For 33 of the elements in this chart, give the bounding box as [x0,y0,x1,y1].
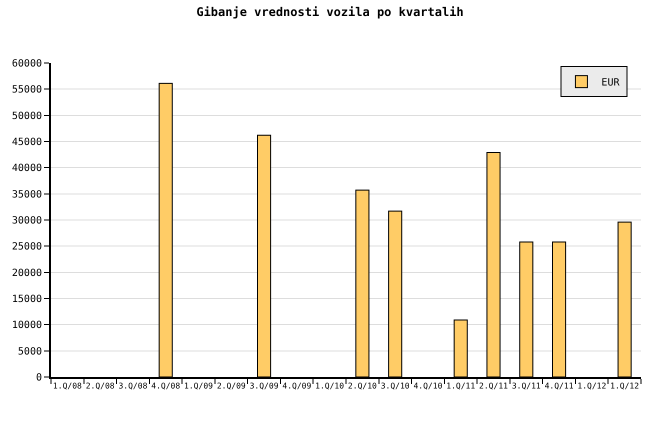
x-tick-label: 1.Q/08 [52,382,82,391]
y-tick-label: 50000 [12,110,42,122]
x-tick-label: 2.Q/09 [216,382,246,391]
x-tick-label: 1.Q/12 [577,382,606,391]
y-tick-label: 45000 [12,137,42,148]
y-tick-label: 35000 [12,189,42,200]
x-tick-label: 2.Q/10 [348,382,378,391]
x-tick-label: 2.Q/08 [86,382,115,391]
y-tick-label: 5000 [18,346,42,358]
x-tick-label: 1.Q/12 [610,382,640,391]
y-tick-label: 0 [36,372,42,384]
x-tick-label: 4.Q/10 [413,382,443,391]
y-tick-label: 40000 [12,163,42,174]
x-tick-label: 1.Q/10 [315,382,344,391]
y-tick-label: 55000 [12,84,42,96]
x-tick-label: 3.Q/08 [118,382,148,391]
legend-label: EUR [601,78,620,89]
x-tick-label: 2.Q/11 [479,382,508,391]
x-tick-label: 3.Q/11 [512,382,541,391]
x-tick-label: 3.Q/09 [250,382,279,391]
y-tick-label: 15000 [12,294,42,305]
chart-title: Gibanje vrednosti vozila po kvartalih [196,5,464,20]
y-tick-label: 10000 [12,320,42,332]
x-tick-label: 1.Q/09 [184,382,214,391]
x-tick-label: 4.Q/11 [544,382,574,391]
y-tick-label: 60000 [12,58,42,70]
x-tick-label: 1.Q/11 [446,382,476,391]
y-tick-label: 30000 [12,216,42,226]
x-tick-label: 4.Q/08 [151,382,180,391]
x-tick-label: 4.Q/09 [282,382,312,391]
y-tick-label: 25000 [12,242,42,253]
x-tick-label: 3.Q/10 [380,382,410,391]
y-tick-label: 20000 [12,268,42,279]
